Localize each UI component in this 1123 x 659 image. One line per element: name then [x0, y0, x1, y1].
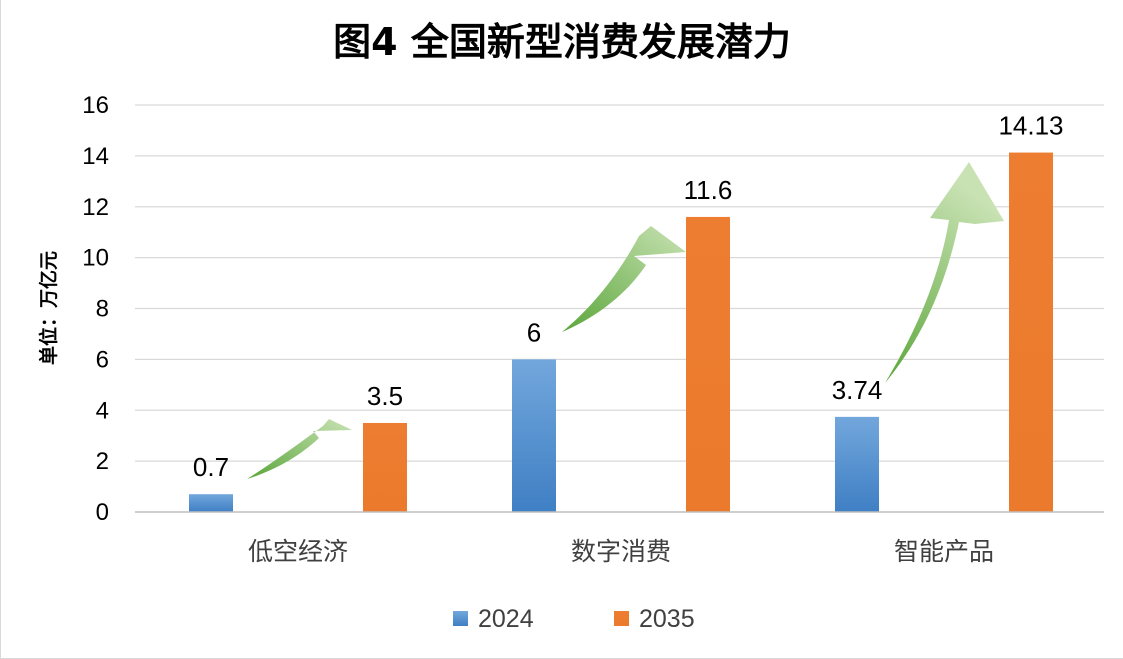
y-axis-ticks: 0 2 4 6 8 10 12 14 16	[82, 92, 109, 526]
y-tick-label: 12	[82, 194, 109, 221]
x-category-label: 智能产品	[894, 537, 994, 566]
bar-2024-0	[189, 494, 233, 512]
legend-swatch-2024	[453, 611, 468, 626]
growth-arrow-icon	[885, 162, 1004, 383]
legend: 2024 2035	[453, 605, 695, 633]
bar-2024-1	[512, 359, 556, 512]
y-tick-label: 4	[96, 397, 109, 424]
growth-arrow-icon	[562, 226, 686, 332]
y-tick-label: 14	[82, 143, 109, 170]
data-label: 3.5	[367, 381, 403, 411]
data-label: 11.6	[684, 175, 733, 205]
data-label-layer: 0.7 6 3.74 3.5 11.6 14.13	[193, 111, 1064, 483]
y-tick-label: 0	[96, 499, 109, 526]
bar-2035-2	[1009, 152, 1053, 513]
data-label: 0.7	[193, 452, 229, 482]
growth-arrow-icon	[247, 419, 352, 479]
data-label: 3.74	[832, 375, 883, 405]
y-axis-label: 单位：万亿元	[37, 251, 60, 365]
chart-title: 图4 全国新型消费发展潜力	[333, 20, 791, 64]
legend-label-2035: 2035	[639, 605, 695, 633]
legend-label-2024: 2024	[478, 605, 534, 633]
bar-2035-0	[363, 422, 407, 512]
y-tick-label: 8	[96, 296, 109, 323]
legend-swatch-2035	[614, 611, 629, 626]
x-axis-ticks: 低空经济 数字消费 智能产品	[248, 537, 994, 566]
bar-2024-2	[835, 416, 879, 512]
x-category-label: 数字消费	[571, 537, 671, 566]
growth-arrows	[247, 162, 1004, 479]
y-tick-label: 10	[82, 245, 109, 272]
data-label: 14.13	[998, 111, 1063, 141]
y-tick-label: 2	[96, 448, 109, 475]
grid-layer	[135, 104, 1104, 462]
x-category-label: 低空经济	[248, 537, 348, 566]
data-label: 6	[527, 317, 541, 347]
y-tick-label: 16	[82, 92, 109, 119]
bar-layer	[189, 152, 1053, 513]
bar-2035-1	[686, 216, 730, 513]
y-tick-label: 6	[96, 346, 109, 373]
